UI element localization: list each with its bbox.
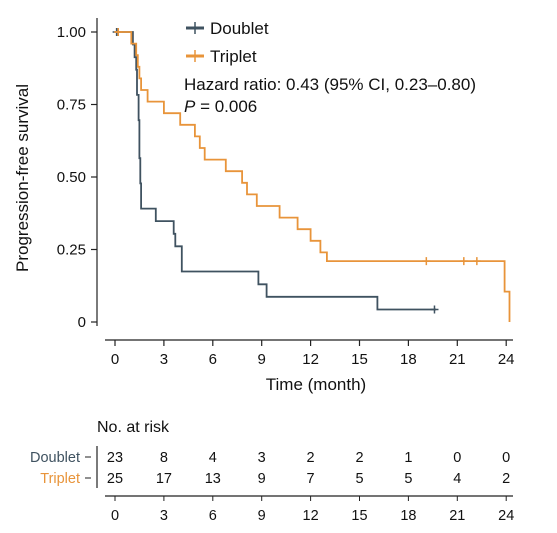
risk-time-label: 15 <box>351 508 367 524</box>
risk-cell: 2 <box>307 450 315 466</box>
y-axis-label: Progression-free survival <box>13 84 32 272</box>
risk-row-label-triplet: Triplet <box>40 471 80 487</box>
risk-time-label: 21 <box>449 508 465 524</box>
hazard-ratio-annotation: Hazard ratio: 0.43 (95% CI, 0.23–0.80) <box>184 75 476 94</box>
risk-cell: 4 <box>209 450 217 466</box>
risk-table-title: No. at risk <box>97 419 170 436</box>
y-tick-label: 0.75 <box>57 97 86 114</box>
risk-cell: 25 <box>107 471 123 487</box>
censor-mark-triplet <box>472 257 481 266</box>
risk-time-label: 24 <box>498 508 514 524</box>
x-tick-label: 3 <box>160 351 168 368</box>
y-tick-label: 0.25 <box>57 242 86 259</box>
legend-label-doublet: Doublet <box>210 19 269 38</box>
risk-cell: 0 <box>453 450 461 466</box>
censor-mark-triplet <box>459 257 468 266</box>
risk-time-label: 9 <box>258 508 266 524</box>
x-tick-label: 6 <box>209 351 217 368</box>
risk-time-label: 12 <box>303 508 319 524</box>
y-tick-label: 1.00 <box>57 24 86 41</box>
series-line-doublet <box>115 31 437 311</box>
p-value: = 0.006 <box>195 97 257 116</box>
risk-cell: 23 <box>107 450 123 466</box>
x-tick-label: 24 <box>498 351 515 368</box>
y-ticks: 1.00 0.75 0.50 0.25 0 <box>57 24 97 331</box>
x-axis-label: Time (month) <box>266 375 366 394</box>
y-tick-label: 0 <box>78 314 86 331</box>
risk-cell: 13 <box>205 471 221 487</box>
risk-cell: 5 <box>404 471 412 487</box>
y-tick-label: 0.50 <box>57 169 86 186</box>
censor-mark-doublet <box>430 305 439 314</box>
p-label: P <box>184 97 196 116</box>
series-layer <box>112 28 511 322</box>
risk-cell: 3 <box>258 450 266 466</box>
p-value-annotation: P = 0.006 <box>184 97 257 116</box>
risk-time-label: 0 <box>111 508 119 524</box>
risk-time-label: 3 <box>160 508 168 524</box>
x-tick-label: 18 <box>400 351 417 368</box>
risk-cell: 8 <box>160 450 168 466</box>
risk-cell: 2 <box>355 450 363 466</box>
risk-cell: 7 <box>307 471 315 487</box>
legend-label-triplet: Triplet <box>210 47 257 66</box>
risk-cell: 9 <box>258 471 266 487</box>
legend: Doublet Triplet <box>186 19 269 66</box>
series-line-triplet <box>115 31 511 322</box>
x-ticks: 0 3 6 9 12 15 18 21 24 <box>111 340 515 368</box>
risk-cell: 5 <box>355 471 363 487</box>
x-tick-label: 21 <box>449 351 466 368</box>
x-tick-label: 9 <box>258 351 266 368</box>
risk-cell: 1 <box>404 450 412 466</box>
censor-mark-triplet <box>114 28 123 36</box>
risk-cell: 17 <box>156 471 172 487</box>
risk-cell: 4 <box>453 471 461 487</box>
x-tick-label: 0 <box>111 351 119 368</box>
risk-row-label-doublet: Doublet <box>30 450 80 466</box>
censor-mark-triplet <box>422 257 431 266</box>
risk-cell: 0 <box>502 450 510 466</box>
x-tick-label: 15 <box>351 351 368 368</box>
x-tick-label: 12 <box>302 351 319 368</box>
risk-cell: 2 <box>502 471 510 487</box>
risk-time-label: 18 <box>400 508 416 524</box>
risk-time-label: 6 <box>209 508 217 524</box>
